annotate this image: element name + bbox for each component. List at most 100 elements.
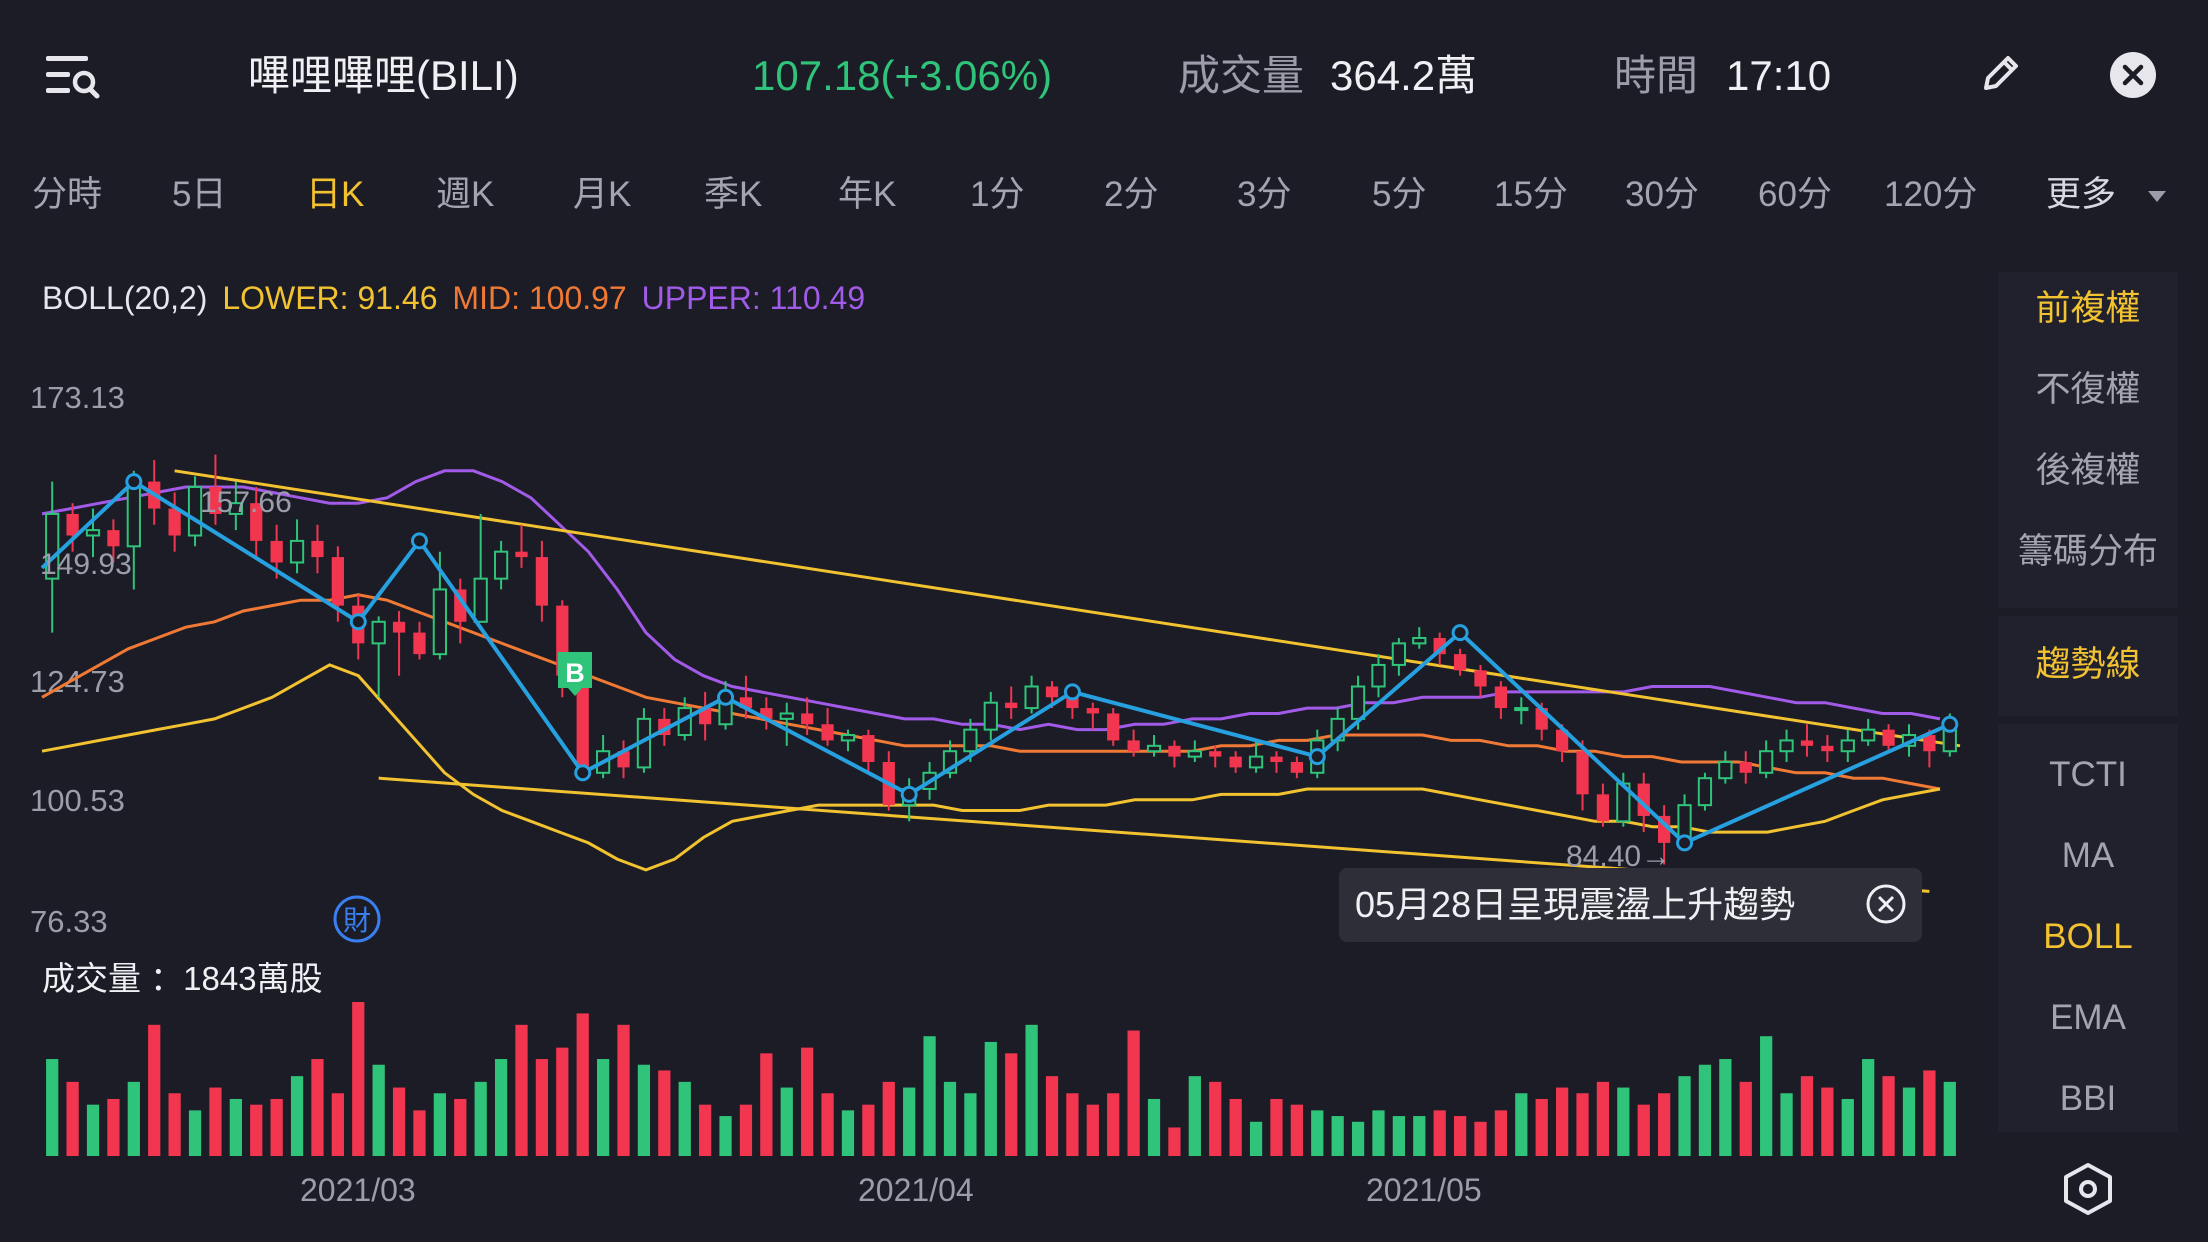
tab-1min[interactable]: 1分 bbox=[970, 175, 1025, 214]
volume-bar bbox=[372, 1064, 385, 1156]
volume-bar bbox=[1249, 1121, 1263, 1156]
candle-body-down bbox=[739, 697, 753, 709]
tab-weekly-k[interactable]: 週K bbox=[436, 175, 495, 214]
candle-body-down bbox=[821, 724, 834, 741]
candle-body-up bbox=[1759, 750, 1774, 774]
indicator-tcti[interactable]: TCTI bbox=[2049, 755, 2127, 794]
candle-body-down bbox=[1127, 740, 1140, 752]
volume-bar bbox=[1025, 1024, 1038, 1156]
trend-tooltip-text: 05月28日呈現震盪上升趨勢 bbox=[1355, 884, 1796, 925]
tab-30min[interactable]: 30分 bbox=[1625, 175, 1699, 214]
trend-pivot bbox=[349, 613, 367, 631]
volume-bar bbox=[311, 1059, 324, 1156]
boll-lower: LOWER: 91.46 bbox=[222, 280, 438, 316]
volume-bar bbox=[1780, 1093, 1793, 1156]
tab-yearly-k[interactable]: 年K bbox=[838, 175, 897, 214]
candle-body-up bbox=[983, 701, 998, 731]
volume-bar bbox=[1617, 1087, 1630, 1156]
tab-60min[interactable]: 60分 bbox=[1758, 175, 1832, 214]
candle-body-down bbox=[699, 708, 712, 725]
candle-body-down bbox=[1555, 729, 1569, 752]
tab-15min[interactable]: 15分 bbox=[1494, 175, 1568, 214]
adjust-backward[interactable]: 後複權 bbox=[2035, 451, 2141, 490]
candle-body-up bbox=[473, 577, 488, 623]
candle-body-down bbox=[760, 708, 773, 719]
tab-quarterly-k[interactable]: 季K bbox=[704, 175, 763, 214]
volume-bar bbox=[1005, 1053, 1018, 1156]
candle-body-up bbox=[1248, 755, 1264, 769]
volume-bar bbox=[474, 1081, 487, 1156]
tab-5day[interactable]: 5日 bbox=[172, 175, 227, 214]
menu-search-icon[interactable] bbox=[44, 52, 100, 100]
trend-tooltip[interactable]: 05月28日呈現震盪上升趨勢 bbox=[1339, 868, 1922, 942]
tab-3min[interactable]: 3分 bbox=[1237, 175, 1292, 214]
candle-body-down bbox=[1453, 654, 1467, 671]
volume-bar bbox=[433, 1093, 447, 1156]
candle-body-down bbox=[1290, 762, 1303, 773]
candle-body-up bbox=[779, 712, 794, 720]
trend-pivot bbox=[410, 532, 428, 550]
candle-body-down bbox=[1086, 708, 1099, 714]
candlestick-chart[interactable]: 157.66 149.93 84.40→ B 財 bbox=[0, 0, 1990, 1242]
volume-bar bbox=[964, 1093, 977, 1156]
adjust-forward[interactable]: 前複權 bbox=[2035, 289, 2141, 328]
volume-bar bbox=[1800, 1076, 1814, 1156]
candle-body-down bbox=[66, 513, 79, 536]
indicator-boll[interactable]: BOLL bbox=[2043, 917, 2133, 956]
trend-zigzag-line bbox=[40, 479, 1951, 846]
trend-line-toggle[interactable]: 趨勢線 bbox=[2035, 645, 2141, 684]
candle-body-down bbox=[209, 486, 222, 514]
candle-body-down bbox=[1270, 756, 1283, 763]
close-icon[interactable] bbox=[2110, 52, 2156, 98]
volume-bar bbox=[107, 1098, 120, 1156]
volume-bar bbox=[596, 1059, 610, 1156]
boll-mid: MID: 100.97 bbox=[452, 280, 627, 316]
tab-monthly-k[interactable]: 月K bbox=[573, 175, 632, 214]
adjust-none[interactable]: 不復權 bbox=[2035, 370, 2141, 409]
more-dropdown[interactable]: 更多 bbox=[2046, 172, 2166, 218]
hexagon-settings-icon[interactable] bbox=[2062, 1162, 2114, 1216]
candle-body-down bbox=[1005, 702, 1018, 709]
indicator-ema[interactable]: EMA bbox=[2050, 998, 2126, 1037]
tab-5min[interactable]: 5分 bbox=[1372, 175, 1427, 214]
volume-bar bbox=[678, 1081, 691, 1156]
volume-bar bbox=[1943, 1081, 1956, 1156]
indicator-bbi[interactable]: BBI bbox=[2059, 1079, 2117, 1118]
candle-body-up bbox=[1391, 642, 1407, 666]
pencil-icon[interactable] bbox=[1978, 50, 2024, 96]
close-tooltip-icon[interactable] bbox=[1865, 883, 1907, 925]
candle-body-up bbox=[963, 728, 978, 753]
volume-bar bbox=[127, 1081, 140, 1156]
candle-body-down bbox=[1882, 729, 1895, 746]
candle-body-down bbox=[107, 530, 120, 547]
volume-bar bbox=[719, 1116, 732, 1156]
tab-fenshi[interactable]: 分時 bbox=[32, 175, 103, 214]
high-price-marker: 157.66 bbox=[200, 486, 292, 519]
volume-bar bbox=[1209, 1081, 1222, 1156]
volume-bar bbox=[250, 1104, 263, 1156]
candle-body-down bbox=[617, 751, 630, 768]
news-marker[interactable]: 財 bbox=[333, 895, 381, 943]
tab-daily-k[interactable]: 日K bbox=[306, 175, 365, 214]
indicator-ma[interactable]: MA bbox=[2061, 836, 2115, 875]
stock-name[interactable]: 嗶哩嗶哩(BILI) bbox=[248, 52, 519, 99]
boll-name: BOLL(20,2) bbox=[42, 280, 208, 316]
volume-bar bbox=[1331, 1116, 1344, 1156]
volume-bar bbox=[209, 1087, 222, 1156]
candle-body-down bbox=[535, 557, 549, 606]
news-marker-label: 財 bbox=[343, 905, 371, 936]
volume-summary: 成交量 ：1843萬股 bbox=[42, 960, 323, 997]
volume-bar bbox=[1066, 1093, 1079, 1156]
trend-pivot bbox=[717, 688, 735, 706]
tab-2min[interactable]: 2分 bbox=[1104, 175, 1159, 214]
trend-pivot bbox=[1063, 683, 1081, 701]
buy-marker[interactable]: B bbox=[558, 652, 592, 696]
chip-distribution[interactable]: 籌碼分布 bbox=[2017, 532, 2158, 571]
tab-120min[interactable]: 120分 bbox=[1884, 175, 1978, 214]
volume-bar bbox=[1821, 1087, 1834, 1156]
volume-bar bbox=[1290, 1104, 1303, 1156]
volume-bar bbox=[576, 1013, 589, 1156]
volume-bar bbox=[1923, 1070, 1936, 1156]
volume-bar bbox=[168, 1093, 181, 1156]
trend-pivot bbox=[1676, 834, 1694, 852]
